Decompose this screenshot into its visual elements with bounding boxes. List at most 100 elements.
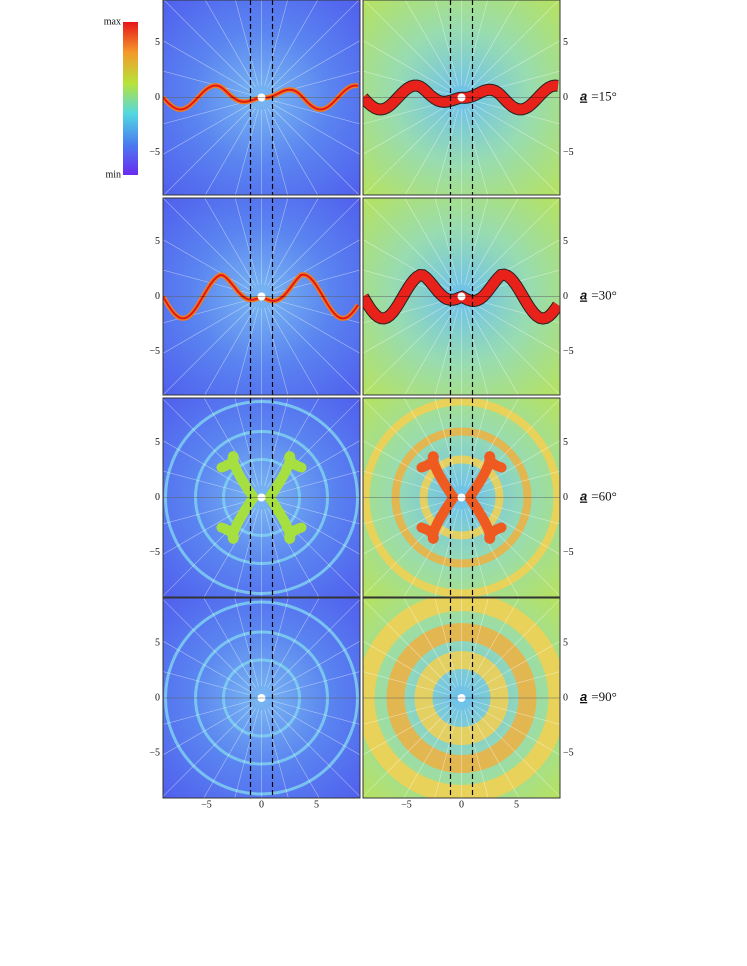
row-symbol: a xyxy=(580,288,587,303)
panel-frame xyxy=(362,197,561,396)
row-label: a =60° xyxy=(580,488,617,503)
streamline xyxy=(264,109,288,195)
y-tick-label: −5 xyxy=(149,547,160,558)
row-value: =15° xyxy=(591,88,617,103)
streamline xyxy=(467,306,519,395)
panel-frame xyxy=(362,597,561,799)
streamline xyxy=(363,304,454,395)
streamline xyxy=(267,398,320,488)
streamline xyxy=(469,599,560,690)
panel-frame xyxy=(162,397,361,598)
panel-frame xyxy=(362,397,561,598)
streamline xyxy=(464,0,488,86)
panel xyxy=(363,598,560,798)
streamline xyxy=(464,308,489,395)
streamline xyxy=(163,40,252,92)
streamline xyxy=(471,103,560,155)
y-tick-label: 5 xyxy=(155,437,160,448)
streamline xyxy=(269,706,360,797)
streamline xyxy=(264,709,289,798)
panel-frame xyxy=(362,0,561,196)
streamline xyxy=(469,198,560,289)
streamline xyxy=(473,500,560,525)
streamline xyxy=(467,507,520,597)
streamline xyxy=(163,0,254,90)
streamline xyxy=(363,671,450,696)
streamline xyxy=(404,306,456,395)
streamline xyxy=(469,304,560,395)
panel xyxy=(163,398,360,597)
streamline xyxy=(473,470,560,495)
streamline xyxy=(204,0,256,88)
streamline xyxy=(363,700,450,725)
panel-frame xyxy=(162,0,361,196)
streamline xyxy=(267,507,320,597)
lobe xyxy=(216,451,307,544)
streamline xyxy=(163,703,252,756)
streamline xyxy=(204,306,256,395)
row-label: a =90° xyxy=(580,689,617,704)
y-tick-label: −5 xyxy=(563,547,574,558)
streamline xyxy=(234,398,259,486)
panel-frame xyxy=(162,597,361,799)
y-tick-label: 5 xyxy=(155,37,160,48)
streamline xyxy=(163,700,250,725)
streamline xyxy=(273,470,360,495)
streamline xyxy=(435,0,459,86)
x-tick-label: 5 xyxy=(514,799,519,810)
streamline xyxy=(163,269,250,294)
streamline xyxy=(163,470,250,495)
streamline xyxy=(403,708,456,798)
streamline xyxy=(363,599,454,690)
streamline xyxy=(271,640,360,693)
row-value: =30° xyxy=(591,287,617,302)
streamline xyxy=(204,198,256,287)
streamline xyxy=(264,308,289,395)
y-tick-label: −5 xyxy=(149,147,160,158)
streamline xyxy=(163,105,254,195)
y-tick-label: −5 xyxy=(563,147,574,158)
y-tick-label: 5 xyxy=(155,637,160,648)
streamline xyxy=(267,198,319,287)
streamline xyxy=(467,708,520,798)
streamline xyxy=(204,107,256,195)
streamline xyxy=(163,671,250,696)
streamline xyxy=(464,198,489,285)
streamline xyxy=(363,302,452,354)
streamline xyxy=(363,640,452,693)
streamline xyxy=(163,239,252,291)
streamline xyxy=(163,198,254,289)
y-tick-label: 0 xyxy=(155,92,160,103)
streamline xyxy=(469,0,560,90)
streamline xyxy=(471,640,560,693)
y-tick-label: 5 xyxy=(563,236,568,247)
streamline xyxy=(464,398,489,486)
streamline xyxy=(363,500,450,525)
streamline xyxy=(471,503,560,555)
y-tick-label: −5 xyxy=(149,346,160,357)
streamline xyxy=(363,706,454,797)
streamline xyxy=(363,503,452,555)
streamline xyxy=(235,109,259,195)
streamline xyxy=(203,398,256,488)
streamline xyxy=(469,706,560,797)
panel xyxy=(363,398,560,597)
streamline xyxy=(471,703,560,756)
streamline xyxy=(434,598,459,687)
streamline xyxy=(403,598,456,688)
streamline xyxy=(434,398,459,486)
y-tick-label: 0 xyxy=(563,92,568,103)
x-tick-label: 0 xyxy=(459,799,464,810)
streamline xyxy=(269,304,360,395)
streamline xyxy=(264,398,289,486)
y-tick-label: −5 xyxy=(563,346,574,357)
streamline xyxy=(203,507,256,597)
streamline xyxy=(234,709,259,798)
streamline xyxy=(404,198,456,287)
streamline xyxy=(273,700,360,725)
streamline xyxy=(403,398,456,488)
streamline xyxy=(464,109,488,195)
y-tick-label: 0 xyxy=(563,291,568,302)
streamline xyxy=(271,440,360,492)
streamline xyxy=(464,509,489,597)
